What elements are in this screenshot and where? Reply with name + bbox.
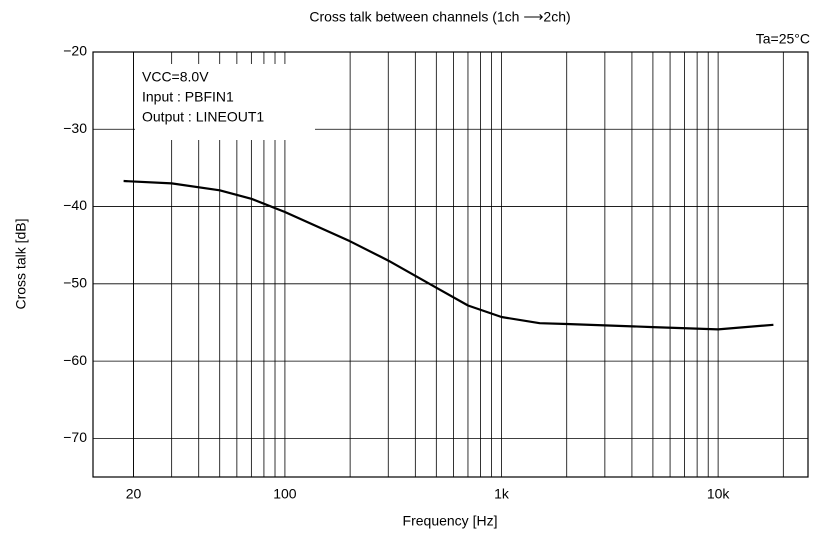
annotation: VCC=8.0V <box>142 69 209 85</box>
y-tick-label: −70 <box>63 429 87 445</box>
y-tick-label: −40 <box>63 197 87 213</box>
y-tick-label: −60 <box>63 352 87 368</box>
y-tick-label: −30 <box>63 120 87 136</box>
chart-title: Cross talk between channels (1ch ⟶2ch) <box>309 9 570 25</box>
y-tick-label: −50 <box>63 275 87 291</box>
y-axis-label: Cross talk [dB] <box>13 218 29 309</box>
x-axis-label: Frequency [Hz] <box>403 513 498 529</box>
x-tick-label: 1k <box>494 486 510 502</box>
annotation: Output : LINEOUT1 <box>142 109 264 125</box>
x-tick-label: 10k <box>707 486 731 502</box>
annotation: Input : PBFIN1 <box>142 89 234 105</box>
line-series <box>123 179 774 331</box>
x-tick-label: 100 <box>273 486 297 502</box>
x-tick-label: 20 <box>126 486 142 502</box>
annotation-box <box>135 64 315 140</box>
y-tick-label: −20 <box>63 43 87 59</box>
plot-frame <box>92 51 809 478</box>
condition: Ta=25°C <box>756 31 810 47</box>
